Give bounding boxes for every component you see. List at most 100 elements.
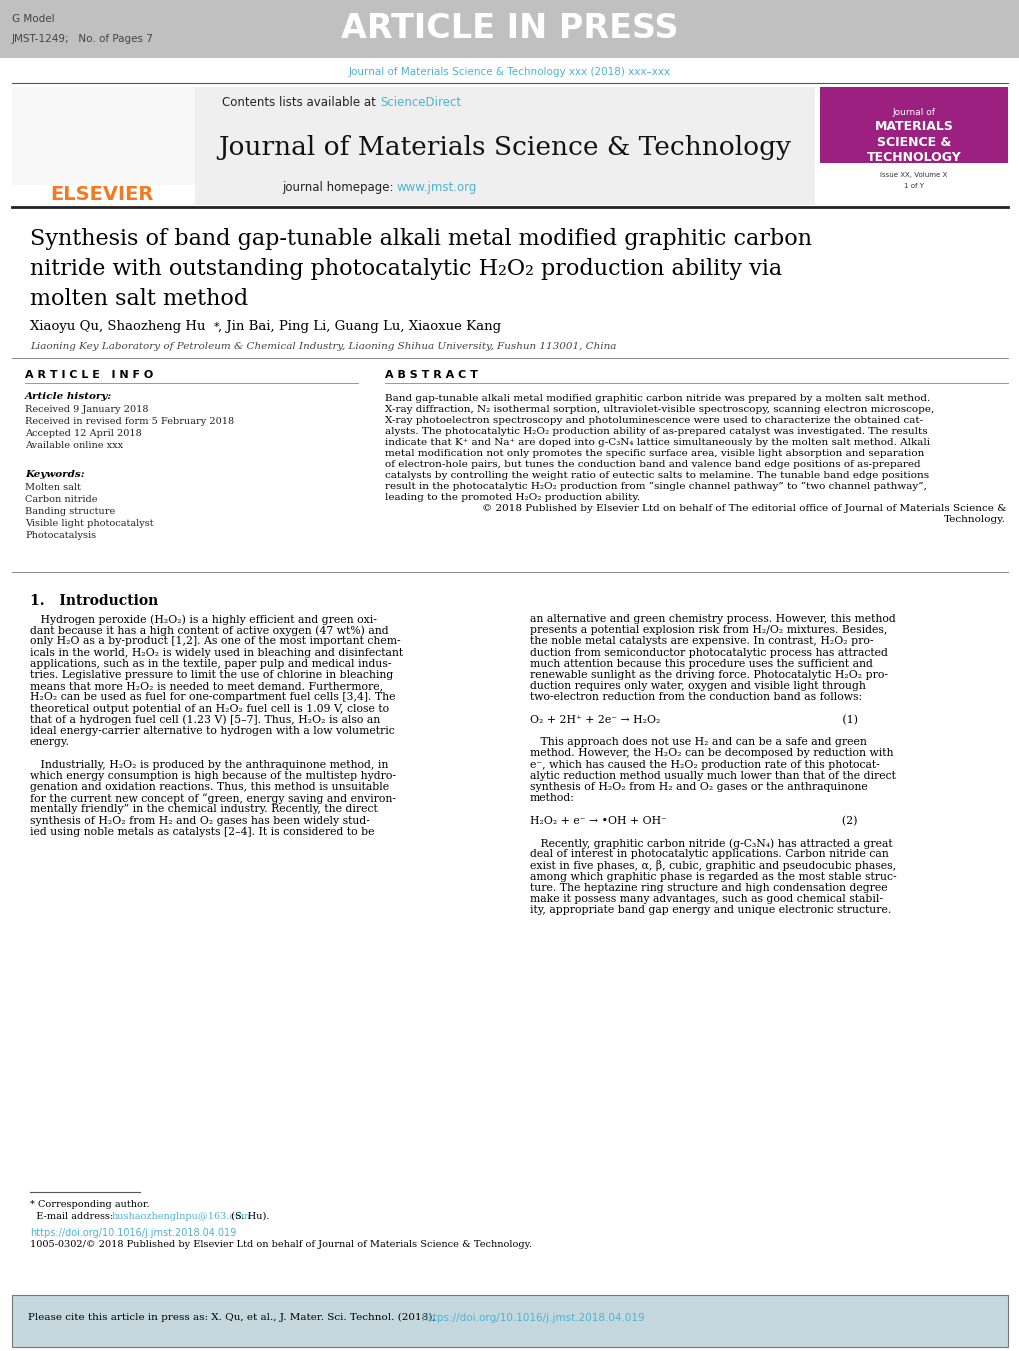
Text: A R T I C L E   I N F O: A R T I C L E I N F O bbox=[25, 370, 153, 380]
Text: Journal of Materials Science & Technology: Journal of Materials Science & Technolog… bbox=[218, 135, 791, 159]
Text: means that more H₂O₂ is needed to meet demand. Furthermore,: means that more H₂O₂ is needed to meet d… bbox=[30, 681, 383, 692]
Text: method:: method: bbox=[530, 793, 575, 804]
Text: E-mail address:: E-mail address: bbox=[30, 1212, 116, 1221]
Text: Photocatalysis: Photocatalysis bbox=[25, 531, 96, 540]
Bar bbox=[0, 0, 1019, 58]
Text: icals in the world, H₂O₂ is widely used in bleaching and disinfectant: icals in the world, H₂O₂ is widely used … bbox=[30, 647, 403, 658]
Text: ideal energy-carrier alternative to hydrogen with a low volumetric: ideal energy-carrier alternative to hydr… bbox=[30, 725, 394, 736]
Text: the noble metal catalysts are expensive. In contrast, H₂O₂ pro-: the noble metal catalysts are expensive.… bbox=[530, 636, 872, 646]
Text: theoretical output potential of an H₂O₂ fuel cell is 1.09 V, close to: theoretical output potential of an H₂O₂ … bbox=[30, 704, 388, 713]
Text: Recently, graphitic carbon nitride (g-C₃N₄) has attracted a great: Recently, graphitic carbon nitride (g-C₃… bbox=[530, 838, 892, 848]
Text: ity, appropriate band gap energy and unique electronic structure.: ity, appropriate band gap energy and uni… bbox=[530, 905, 891, 915]
Text: Visible light photocatalyst: Visible light photocatalyst bbox=[25, 519, 154, 528]
Text: ELSEVIER: ELSEVIER bbox=[50, 185, 154, 204]
Text: metal modification not only promotes the specific surface area, visible light ab: metal modification not only promotes the… bbox=[384, 449, 923, 458]
Text: which energy consumption is high because of the multistep hydro-: which energy consumption is high because… bbox=[30, 771, 395, 781]
Text: for the current new concept of “green, energy saving and environ-: for the current new concept of “green, e… bbox=[30, 793, 395, 804]
Text: 1 of Y: 1 of Y bbox=[903, 182, 923, 189]
Text: only H₂O as a by-product [1,2]. As one of the most important chem-: only H₂O as a by-product [1,2]. As one o… bbox=[30, 636, 400, 646]
Text: tries. Legislative pressure to limit the use of chlorine in bleaching: tries. Legislative pressure to limit the… bbox=[30, 670, 393, 680]
Text: Technology.: Technology. bbox=[944, 515, 1005, 524]
Text: nitride with outstanding photocatalytic H₂O₂ production ability via: nitride with outstanding photocatalytic … bbox=[30, 258, 782, 280]
Text: journal homepage:: journal homepage: bbox=[281, 181, 396, 195]
Text: deal of interest in photocatalytic applications. Carbon nitride can: deal of interest in photocatalytic appli… bbox=[530, 850, 888, 859]
Bar bbox=[195, 86, 814, 205]
Text: 1005-0302/© 2018 Published by Elsevier Ltd on behalf of Journal of Materials Sci: 1005-0302/© 2018 Published by Elsevier L… bbox=[30, 1240, 532, 1250]
Text: ARTICLE IN PRESS: ARTICLE IN PRESS bbox=[341, 12, 678, 46]
Text: https://doi.org/10.1016/j.jmst.2018.04.019: https://doi.org/10.1016/j.jmst.2018.04.0… bbox=[30, 1228, 236, 1238]
Text: an alternative and green chemistry process. However, this method: an alternative and green chemistry proce… bbox=[530, 613, 895, 624]
Text: Liaoning Key Laboratory of Petroleum & Chemical Industry, Liaoning Shihua Univer: Liaoning Key Laboratory of Petroleum & C… bbox=[30, 342, 615, 351]
Text: This approach does not use H₂ and can be a safe and green: This approach does not use H₂ and can be… bbox=[530, 738, 866, 747]
Text: X-ray diffraction, N₂ isothermal sorption, ultraviolet-visible spectroscopy, sca: X-ray diffraction, N₂ isothermal sorptio… bbox=[384, 405, 933, 413]
Text: © 2018 Published by Elsevier Ltd on behalf of The editorial office of Journal of: © 2018 Published by Elsevier Ltd on beha… bbox=[481, 504, 1005, 513]
Text: Industrially, H₂O₂ is produced by the anthraquinone method, in: Industrially, H₂O₂ is produced by the an… bbox=[30, 759, 388, 770]
Text: Carbon nitride: Carbon nitride bbox=[25, 494, 98, 504]
Text: hushaozhenglnpu@163.com: hushaozhenglnpu@163.com bbox=[112, 1212, 251, 1221]
Text: Keywords:: Keywords: bbox=[25, 470, 85, 480]
Text: Please cite this article in press as: X. Qu, et al., J. Mater. Sci. Technol. (20: Please cite this article in press as: X.… bbox=[28, 1313, 438, 1323]
Text: Issue XX, Volume X: Issue XX, Volume X bbox=[879, 172, 947, 178]
Text: result in the photocatalytic H₂O₂ production from “single channel pathway” to “t: result in the photocatalytic H₂O₂ produc… bbox=[384, 482, 926, 492]
Text: Journal of Materials Science & Technology xxx (2018) xxx–xxx: Journal of Materials Science & Technolog… bbox=[348, 68, 671, 77]
Text: ∗: ∗ bbox=[213, 320, 220, 330]
Text: genation and oxidation reactions. Thus, this method is unsuitable: genation and oxidation reactions. Thus, … bbox=[30, 782, 388, 792]
Text: catalysts by controlling the weight ratio of eutectic salts to melamine. The tun: catalysts by controlling the weight rati… bbox=[384, 471, 928, 480]
Text: Banding structure: Banding structure bbox=[25, 507, 115, 516]
Text: synthesis of H₂O₂ from H₂ and O₂ gases or the anthraquinone: synthesis of H₂O₂ from H₂ and O₂ gases o… bbox=[530, 782, 867, 792]
Text: exist in five phases, α, β, cubic, graphitic and pseudocubic phases,: exist in five phases, α, β, cubic, graph… bbox=[530, 861, 896, 871]
Text: two-electron reduction from the conduction band as follows:: two-electron reduction from the conducti… bbox=[530, 693, 861, 703]
Text: Accepted 12 April 2018: Accepted 12 April 2018 bbox=[25, 430, 142, 438]
Text: H₂O₂ + e⁻ → •OH + OH⁻                                                  (2): H₂O₂ + e⁻ → •OH + OH⁻ (2) bbox=[530, 816, 857, 825]
Text: Received in revised form 5 February 2018: Received in revised form 5 February 2018 bbox=[25, 417, 234, 426]
Text: synthesis of H₂O₂ from H₂ and O₂ gases has been widely stud-: synthesis of H₂O₂ from H₂ and O₂ gases h… bbox=[30, 816, 370, 825]
Text: energy.: energy. bbox=[30, 738, 70, 747]
Text: Hydrogen peroxide (H₂O₂) is a highly efficient and green oxi-: Hydrogen peroxide (H₂O₂) is a highly eff… bbox=[30, 613, 376, 624]
Text: Article history:: Article history: bbox=[25, 392, 112, 401]
Text: molten salt method: molten salt method bbox=[30, 288, 248, 309]
Text: Band gap-tunable alkali metal modified graphitic carbon nitride was prepared by : Band gap-tunable alkali metal modified g… bbox=[384, 394, 929, 403]
Text: of electron-hole pairs, but tunes the conduction band and valence band edge posi: of electron-hole pairs, but tunes the co… bbox=[384, 459, 920, 469]
Text: ScienceDirect: ScienceDirect bbox=[380, 96, 461, 109]
Bar bbox=[12, 86, 195, 185]
Text: duction from semiconductor photocatalytic process has attracted: duction from semiconductor photocatalyti… bbox=[530, 647, 887, 658]
Text: Journal of: Journal of bbox=[892, 108, 934, 118]
Text: alytic reduction method usually much lower than that of the direct: alytic reduction method usually much low… bbox=[530, 771, 895, 781]
Text: Xiaoyu Qu, Shaozheng Hu: Xiaoyu Qu, Shaozheng Hu bbox=[30, 320, 205, 332]
Text: that of a hydrogen fuel cell (1.23 V) [5–7]. Thus, H₂O₂ is also an: that of a hydrogen fuel cell (1.23 V) [5… bbox=[30, 715, 380, 725]
Text: X-ray photoelectron spectroscopy and photoluminescence were used to characterize: X-ray photoelectron spectroscopy and pho… bbox=[384, 416, 922, 426]
Text: https://doi.org/10.1016/j.jmst.2018.04.019: https://doi.org/10.1016/j.jmst.2018.04.0… bbox=[422, 1313, 644, 1323]
Text: Available online xxx: Available online xxx bbox=[25, 440, 123, 450]
Text: presents a potential explosion risk from H₂/O₂ mixtures. Besides,: presents a potential explosion risk from… bbox=[530, 626, 887, 635]
Text: MATERIALS
SCIENCE &
TECHNOLOGY: MATERIALS SCIENCE & TECHNOLOGY bbox=[866, 120, 961, 163]
Text: H₂O₂ can be used as fuel for one-compartment fuel cells [3,4]. The: H₂O₂ can be used as fuel for one-compart… bbox=[30, 693, 395, 703]
Text: renewable sunlight as the driving force. Photocatalytic H₂O₂ pro-: renewable sunlight as the driving force.… bbox=[530, 670, 888, 680]
Text: O₂ + 2H⁺ + 2e⁻ → H₂O₂                                                    (1): O₂ + 2H⁺ + 2e⁻ → H₂O₂ (1) bbox=[530, 715, 857, 725]
Text: * Corresponding author.: * Corresponding author. bbox=[30, 1200, 150, 1209]
Text: e⁻, which has caused the H₂O₂ production rate of this photocat-: e⁻, which has caused the H₂O₂ production… bbox=[530, 759, 878, 770]
Text: leading to the promoted H₂O₂ production ability.: leading to the promoted H₂O₂ production … bbox=[384, 493, 640, 503]
Text: alysts. The photocatalytic H₂O₂ production ability of as-prepared catalyst was i: alysts. The photocatalytic H₂O₂ producti… bbox=[384, 427, 926, 436]
Text: ture. The heptazine ring structure and high condensation degree: ture. The heptazine ring structure and h… bbox=[530, 882, 887, 893]
Text: duction requires only water, oxygen and visible light through: duction requires only water, oxygen and … bbox=[530, 681, 865, 692]
Text: indicate that K⁺ and Na⁺ are doped into g-C₃N₄ lattice simultaneously by the mol: indicate that K⁺ and Na⁺ are doped into … bbox=[384, 438, 929, 447]
Bar bbox=[819, 163, 1007, 205]
Text: applications, such as in the textile, paper pulp and medical indus-: applications, such as in the textile, pa… bbox=[30, 659, 391, 669]
Text: Contents lists available at: Contents lists available at bbox=[222, 96, 380, 109]
Text: G Model: G Model bbox=[12, 14, 55, 24]
Text: www.jmst.org: www.jmst.org bbox=[396, 181, 477, 195]
Bar bbox=[819, 86, 1007, 205]
Text: ied using noble metals as catalysts [2–4]. It is considered to be: ied using noble metals as catalysts [2–4… bbox=[30, 827, 374, 836]
Text: JMST-1249;   No. of Pages 7: JMST-1249; No. of Pages 7 bbox=[12, 34, 154, 45]
Text: make it possess many advantages, such as good chemical stabil-: make it possess many advantages, such as… bbox=[530, 894, 882, 904]
Text: much attention because this procedure uses the sufficient and: much attention because this procedure us… bbox=[530, 659, 872, 669]
Text: , Jin Bai, Ping Li, Guang Lu, Xiaoxue Kang: , Jin Bai, Ping Li, Guang Lu, Xiaoxue Ka… bbox=[218, 320, 500, 332]
Text: Synthesis of band gap-tunable alkali metal modified graphitic carbon: Synthesis of band gap-tunable alkali met… bbox=[30, 228, 811, 250]
Text: method. However, the H₂O₂ can be decomposed by reduction with: method. However, the H₂O₂ can be decompo… bbox=[530, 748, 893, 758]
Text: Received 9 January 2018: Received 9 January 2018 bbox=[25, 405, 149, 413]
Text: Molten salt: Molten salt bbox=[25, 484, 81, 492]
Text: dant because it has a high content of active oxygen (47 wt%) and: dant because it has a high content of ac… bbox=[30, 626, 388, 636]
Text: A B S T R A C T: A B S T R A C T bbox=[384, 370, 478, 380]
Bar bbox=[12, 1296, 1007, 1347]
Text: 1.   Introduction: 1. Introduction bbox=[30, 594, 158, 608]
